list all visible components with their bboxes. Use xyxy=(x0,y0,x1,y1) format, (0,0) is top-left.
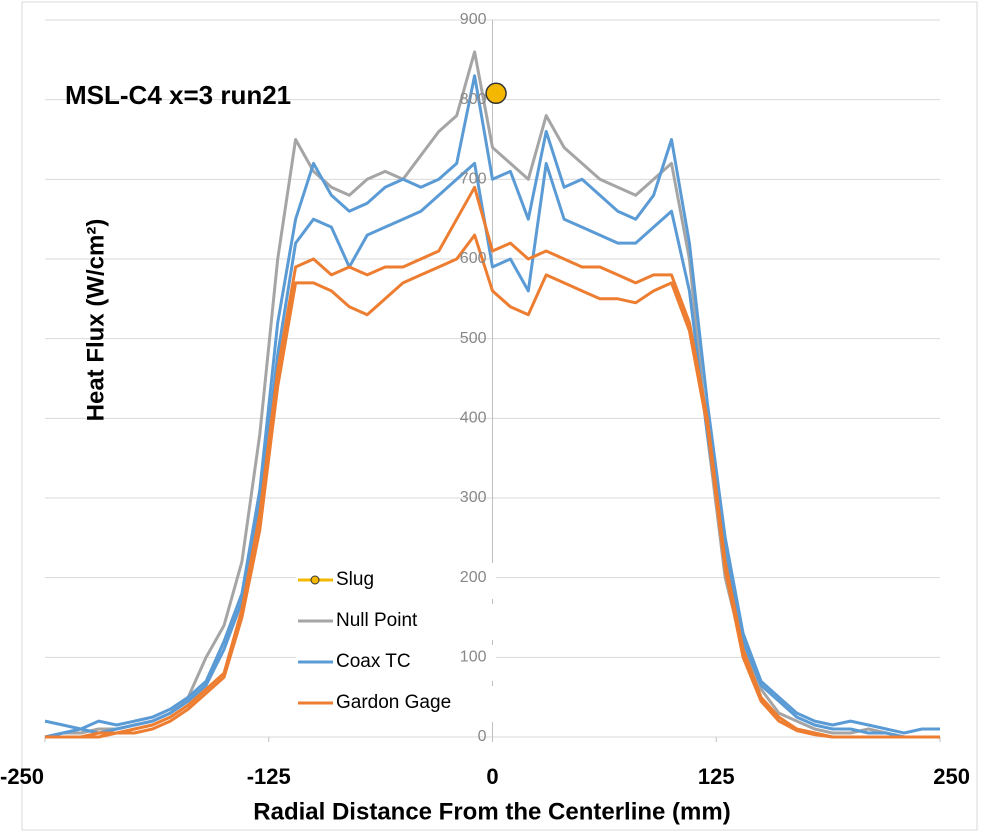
legend-label: Gardon Gage xyxy=(336,692,451,713)
x-tick-label: -125 xyxy=(247,764,291,789)
series-lines xyxy=(44,50,940,739)
series-line xyxy=(45,233,940,739)
series-line xyxy=(44,74,940,735)
legend-label: Coax TC xyxy=(336,651,411,672)
y-tick-label: 0 xyxy=(478,728,487,745)
slug-marker xyxy=(485,82,507,105)
legend-marker xyxy=(310,575,320,585)
legend-label: Null Point xyxy=(336,610,418,631)
x-axis-label: Radial Distance From the Centerline (mm) xyxy=(253,798,730,825)
x-tick-label: -250 xyxy=(0,764,44,789)
y-tick-label: 300 xyxy=(460,489,487,506)
series-line xyxy=(45,185,940,739)
x-tick-label: 250 xyxy=(933,764,970,789)
x-tick-label: 125 xyxy=(698,764,735,789)
y-tick-label: 500 xyxy=(460,330,487,347)
y-axis-label: Heat Flux (W/cm²) xyxy=(82,219,109,422)
y-tick-label: 800 xyxy=(460,91,487,108)
legend: Slug Null Point Coax TC Gardon Gage xyxy=(296,563,496,722)
y-tick-label: 200 xyxy=(460,569,487,586)
y-tick-label: 600 xyxy=(460,250,487,267)
y-tick-label: 100 xyxy=(460,649,487,666)
x-tick-label: 0 xyxy=(486,764,498,789)
chart-frame xyxy=(21,1,978,831)
series-line xyxy=(44,161,940,739)
y-tick-label: 400 xyxy=(460,410,487,427)
y-tick-label: 700 xyxy=(460,171,487,188)
y-tick-label: 900 xyxy=(460,11,487,28)
series-line xyxy=(44,50,940,739)
chart-title: MSL-C4 x=3 run21 xyxy=(65,80,291,110)
legend-label: Slug xyxy=(336,569,374,590)
